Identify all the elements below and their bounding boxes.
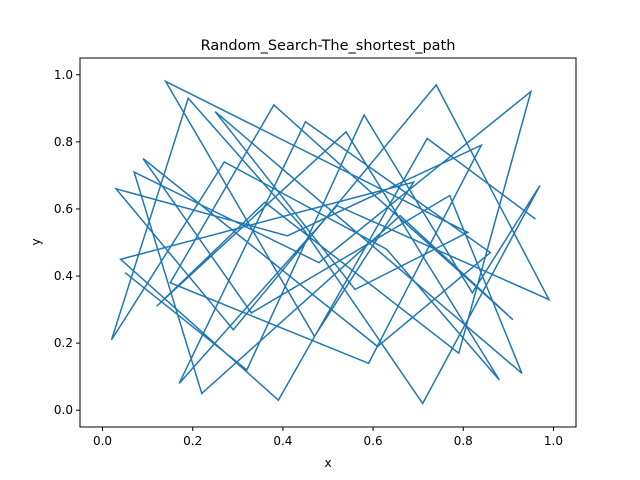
y-tick-label: 1.0: [54, 68, 73, 82]
y-tick-label: 0.4: [54, 269, 73, 283]
y-tick-label: 0.6: [54, 202, 73, 216]
x-tick-label: 0.8: [454, 434, 473, 448]
x-tick-label: 0.6: [364, 434, 383, 448]
x-axis-ticks: 0.0 0.2 0.4 0.6 0.8 1.0: [93, 427, 563, 448]
x-tick-label: 0.4: [273, 434, 292, 448]
x-tick-label: 0.2: [183, 434, 202, 448]
x-tick-label: 0.0: [93, 434, 112, 448]
y-axis-label: y: [29, 238, 43, 245]
y-tick-label: 0.2: [54, 336, 73, 350]
plot-area: [79, 57, 577, 428]
chart-title: Random_Search-The_shortest_path: [201, 38, 456, 54]
y-tick-label: 0.0: [54, 403, 73, 417]
y-axis-ticks: 0.0 0.2 0.4 0.6 0.8 1.0: [54, 68, 80, 417]
axes-frame: [79, 57, 577, 428]
series-layer: [110, 79, 551, 405]
x-axis-label: x: [324, 456, 331, 470]
y-tick-label: 0.8: [54, 135, 73, 149]
x-tick-label: 1.0: [544, 434, 563, 448]
path-series-line: [110, 79, 551, 405]
